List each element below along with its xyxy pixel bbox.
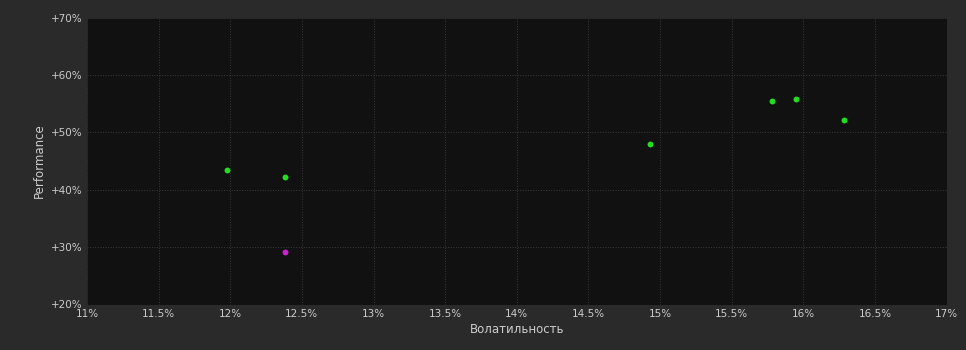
- Point: [219, 167, 235, 173]
- X-axis label: Волатильность: Волатильность: [469, 323, 564, 336]
- Point: [836, 117, 851, 122]
- Y-axis label: Performance: Performance: [33, 124, 45, 198]
- Point: [764, 98, 780, 104]
- Point: [642, 141, 658, 147]
- Point: [277, 174, 293, 180]
- Point: [788, 96, 804, 102]
- Point: [277, 249, 293, 254]
